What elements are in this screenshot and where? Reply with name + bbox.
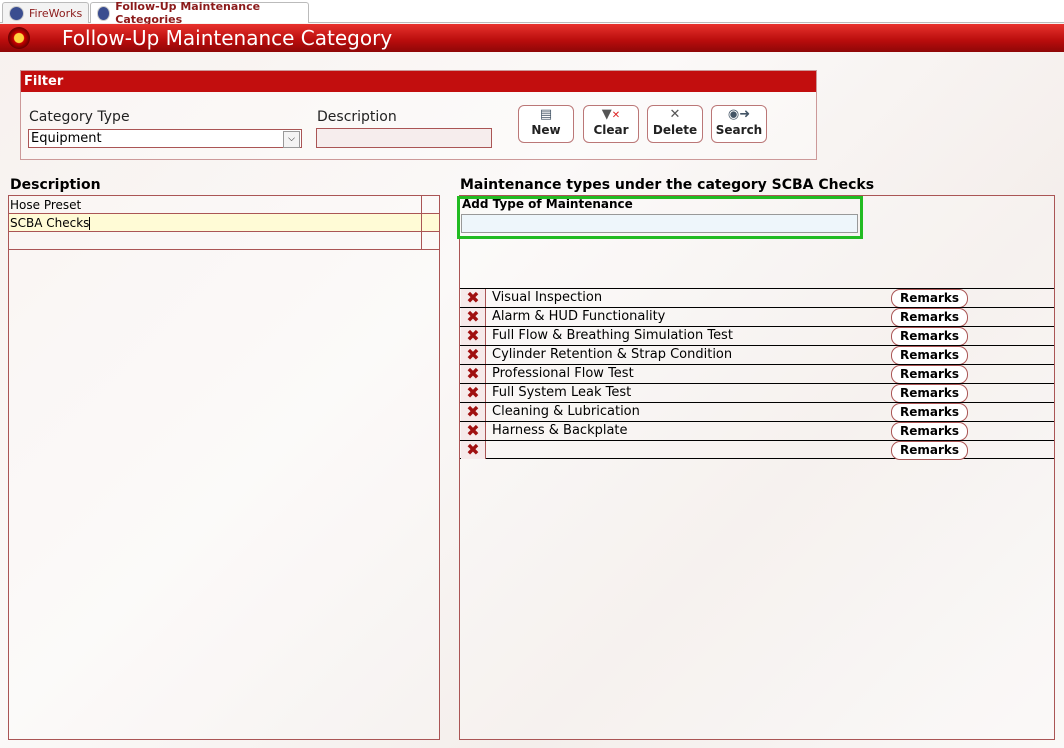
- delete-row-icon[interactable]: ✖: [461, 403, 486, 421]
- add-type-label: Add Type of Maintenance: [462, 197, 633, 211]
- delete-row-icon[interactable]: ✖: [461, 327, 486, 345]
- focus-highlight: [457, 196, 863, 239]
- maintenance-types-panel: Add Type of Maintenance ✖ Visual Inspecti…: [457, 195, 1055, 740]
- remarks-button[interactable]: Remarks: [891, 289, 968, 308]
- maintenance-type-name[interactable]: Full Flow & Breathing Simulation Test: [492, 328, 733, 343]
- button-label: Search: [715, 123, 763, 137]
- page-title: Follow-Up Maintenance Category: [62, 26, 393, 50]
- maintenance-type-name[interactable]: Cleaning & Lubrication: [492, 404, 640, 419]
- clear-filter-icon: ▼✕: [601, 107, 621, 122]
- list-item-text: Hose Preset: [10, 198, 82, 212]
- tab-fireworks[interactable]: FireWorks: [2, 2, 90, 23]
- button-label: Delete: [652, 123, 698, 137]
- category-type-label: Category Type: [29, 109, 130, 125]
- filter-title: Filter: [21, 71, 816, 92]
- header-bar: [0, 24, 1064, 52]
- tab-label: Follow-Up Maintenance Categories: [115, 0, 261, 26]
- remarks-button[interactable]: Remarks: [891, 441, 968, 460]
- delete-row-icon[interactable]: ✖: [461, 289, 486, 307]
- new-icon: ▤: [539, 107, 553, 122]
- maintenance-type-name[interactable]: Full System Leak Test: [492, 385, 632, 400]
- list-item-selected[interactable]: SCBA Checks: [9, 214, 439, 232]
- tab-follow-up-maintenance-categories[interactable]: Follow-Up Maintenance Categories: [90, 0, 309, 26]
- maintenance-type-row: ✖ Visual Inspection Remarks: [460, 288, 1054, 308]
- button-label: Clear: [593, 123, 629, 137]
- list-item-text: SCBA Checks: [10, 216, 90, 230]
- delete-icon: ✕: [669, 107, 681, 122]
- delete-row-icon[interactable]: ✖: [461, 422, 486, 440]
- maintenance-type-name[interactable]: Cylinder Retention & Strap Condition: [492, 347, 733, 362]
- maintenance-type-name[interactable]: Professional Flow Test: [492, 366, 634, 381]
- maintenance-type-row: ✖ Professional Flow Test Remarks: [460, 364, 1054, 384]
- delete-row-icon[interactable]: ✖: [461, 384, 486, 402]
- maintenance-type-row: ✖ Cleaning & Lubrication Remarks: [460, 402, 1054, 422]
- app-icon: [97, 5, 111, 21]
- new-button[interactable]: ▤ New: [518, 105, 574, 143]
- fire-department-logo-icon: [8, 27, 30, 49]
- delete-row-icon[interactable]: ✖: [461, 308, 486, 326]
- maintenance-type-row: ✖ Full System Leak Test Remarks: [460, 383, 1054, 403]
- description-list-title: Description: [10, 177, 101, 193]
- delete-button[interactable]: ✕ Delete: [647, 105, 703, 143]
- category-type-value: Equipment: [31, 131, 102, 146]
- category-type-select[interactable]: Equipment ⌵: [28, 129, 302, 148]
- description-label: Description: [317, 109, 397, 125]
- tab-bar: FireWorks Follow-Up Maintenance Categori…: [0, 0, 1064, 26]
- remarks-button[interactable]: Remarks: [891, 384, 968, 403]
- remarks-button[interactable]: Remarks: [891, 308, 968, 327]
- maintenance-type-row: ✖ Alarm & HUD Functionality Remarks: [460, 307, 1054, 327]
- maintenance-type-row: ✖ Full Flow & Breathing Simulation Test Re…: [460, 326, 1054, 346]
- remarks-button[interactable]: Remarks: [891, 346, 968, 365]
- button-label: New: [531, 123, 561, 137]
- search-button[interactable]: ◉➜ Search: [711, 105, 767, 143]
- delete-row-icon[interactable]: ✖: [461, 346, 486, 364]
- description-input[interactable]: [316, 128, 492, 148]
- delete-row-icon[interactable]: ✖: [461, 365, 486, 383]
- remarks-button[interactable]: Remarks: [891, 422, 968, 441]
- maintenance-type-name[interactable]: Alarm & HUD Functionality: [492, 309, 666, 324]
- binoculars-icon: ◉➜: [727, 107, 751, 122]
- maintenance-type-name[interactable]: Harness & Backplate: [492, 423, 628, 438]
- tab-label: FireWorks: [29, 6, 83, 20]
- app-icon: [9, 5, 24, 21]
- clear-button[interactable]: ▼✕ Clear: [583, 105, 639, 143]
- maintenance-types-title: Maintenance types under the category SCB…: [460, 177, 875, 193]
- description-list: Hose Preset SCBA Checks: [8, 195, 440, 740]
- maintenance-type-row: ✖ Cylinder Retention & Strap Condition Rem…: [460, 345, 1054, 365]
- add-type-input[interactable]: [461, 214, 858, 233]
- remarks-button[interactable]: Remarks: [891, 327, 968, 346]
- list-item-new[interactable]: [9, 232, 439, 250]
- maintenance-type-row: ✖ Remarks: [460, 440, 1054, 460]
- remarks-button[interactable]: Remarks: [891, 403, 968, 422]
- delete-row-icon[interactable]: ✖: [461, 441, 486, 459]
- chevron-down-icon[interactable]: ⌵: [283, 131, 300, 148]
- list-item[interactable]: Hose Preset: [9, 196, 439, 214]
- maintenance-type-row: ✖ Harness & Backplate Remarks: [460, 421, 1054, 441]
- maintenance-type-name[interactable]: Visual Inspection: [492, 290, 603, 305]
- remarks-button[interactable]: Remarks: [891, 365, 968, 384]
